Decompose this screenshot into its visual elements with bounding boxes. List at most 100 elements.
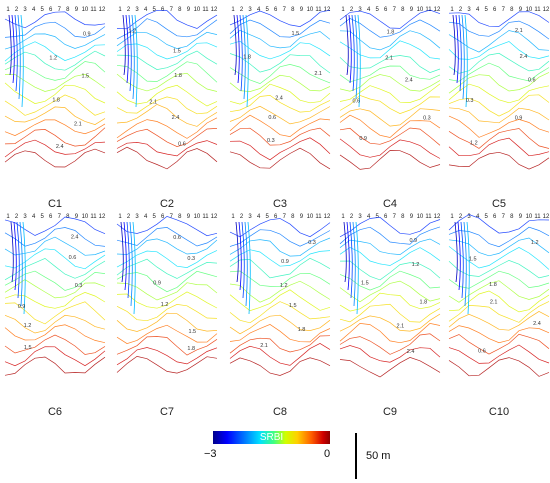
contour-line <box>466 221 470 315</box>
contour-line <box>339 323 441 344</box>
contour-value-label: 0.6 <box>478 349 486 355</box>
contour-value-label: 0.9 <box>359 136 367 142</box>
profile-number: 12 <box>324 7 331 13</box>
profile-number: 1 <box>341 7 345 13</box>
profile-number: 6 <box>384 214 388 220</box>
profile-panel-c2: 1 2 3 4 5 6 7 8 9 10 11 12 1.2 1.5 1.8 2.1 2.4 0.6 <box>116 5 218 190</box>
contour-line <box>448 115 550 138</box>
contour-line <box>448 260 550 279</box>
profile-number: 4 <box>257 7 261 13</box>
contour-value-label: 0.6 <box>353 99 361 105</box>
profile-number: 4 <box>367 214 371 220</box>
contour-line <box>239 14 243 92</box>
profile-number: 4 <box>476 7 480 13</box>
contour-line <box>229 357 331 376</box>
contour-line <box>229 29 331 49</box>
profile-number: 12 <box>324 214 331 220</box>
profile-number: 4 <box>32 214 36 220</box>
contour-line <box>116 238 218 255</box>
contour-value-label: 0.9 <box>153 281 161 287</box>
contour-line <box>4 279 106 299</box>
profile-number: 9 <box>75 7 79 13</box>
contour-value-label: 1.5 <box>289 303 297 309</box>
profile-number: 11 <box>425 214 432 220</box>
contour-line <box>116 291 218 309</box>
profile-panel-c1: 1 2 3 4 5 6 7 8 9 10 11 12 0.9 1.2 1.5 1.8 2.1 2.4 <box>4 5 106 190</box>
profile-number: 10 <box>194 7 201 13</box>
contour-line <box>22 221 26 315</box>
contour-line <box>448 226 550 248</box>
profile-number: 9 <box>300 7 304 13</box>
contour-value-label: 2.1 <box>515 28 523 34</box>
panel-label: C5 <box>491 198 507 210</box>
profile-number: 11 <box>534 214 541 220</box>
contour-line <box>229 147 331 170</box>
contour-value-label: 2.4 <box>407 349 415 355</box>
contour-line <box>339 270 441 291</box>
profile-number: 2 <box>240 214 244 220</box>
contour-value-label: 1.5 <box>81 73 89 79</box>
contour-value-label: 1.2 <box>161 302 169 308</box>
profile-number: 9 <box>187 214 191 220</box>
contour-line <box>4 270 106 291</box>
contour-value-label: 1.2 <box>24 323 32 329</box>
profile-number: 10 <box>526 214 533 220</box>
contour-plot: 1 2 3 4 5 6 7 8 9 10 11 120.91.21.51.82.12.4 <box>339 214 441 392</box>
profile-number: 10 <box>417 214 424 220</box>
contour-line <box>229 218 331 238</box>
contour-line <box>448 30 550 53</box>
contour-line <box>116 96 218 115</box>
profile-number: 2 <box>459 7 463 13</box>
contour-line <box>229 53 331 74</box>
profile-number: 5 <box>376 7 380 13</box>
profile-number: 4 <box>367 7 371 13</box>
contour-value-label: 1.8 <box>243 54 251 60</box>
profile-number: 5 <box>485 214 489 220</box>
contour-line <box>4 106 106 125</box>
contour-line <box>339 65 441 83</box>
contour-value-label: 0.9 <box>515 116 523 122</box>
contour-line <box>339 94 441 114</box>
contour-line <box>229 105 331 125</box>
contour-value-label: 0.9 <box>409 238 417 244</box>
profile-number: 12 <box>543 214 550 220</box>
contour-line <box>339 303 441 323</box>
contour-value-label: 1.8 <box>489 282 497 288</box>
profile-number: 2 <box>15 214 19 220</box>
contour-value-label: 1.2 <box>128 28 136 34</box>
contour-line <box>116 84 218 107</box>
contour-line <box>236 14 240 84</box>
profile-number: 6 <box>274 214 278 220</box>
contour-value-label: 1.5 <box>291 31 299 37</box>
contour-line <box>229 74 331 92</box>
contour-line <box>339 238 441 255</box>
contour-value-label: 2.4 <box>56 144 64 150</box>
contour-line <box>13 221 17 291</box>
contour-line <box>229 249 331 267</box>
contour-value-label: 0.6 <box>173 235 181 241</box>
contour-line <box>458 14 462 92</box>
contour-line <box>235 221 239 283</box>
contour-line <box>339 108 441 127</box>
contour-value-label: 0.9 <box>18 304 26 310</box>
contour-line <box>354 14 358 100</box>
contour-line <box>4 139 106 158</box>
contour-plot: 1 2 3 4 5 6 7 8 9 10 11 120.30.91.21.51.82.1 <box>229 214 331 392</box>
profile-number: 6 <box>161 214 165 220</box>
contour-value-label: 0.9 <box>83 31 91 37</box>
profile-number: 7 <box>283 214 287 220</box>
profile-number: 1 <box>118 7 122 13</box>
contour-line <box>339 246 441 266</box>
panel-label: C2 <box>159 198 175 210</box>
contour-line <box>116 282 218 301</box>
contour-line <box>10 221 14 283</box>
contour-value-label: 1.2 <box>470 141 478 147</box>
contour-value-label: 0.3 <box>187 256 195 262</box>
profile-number: 7 <box>283 7 287 13</box>
contour-line <box>229 83 331 105</box>
profile-number: 5 <box>485 7 489 13</box>
contour-line <box>132 221 136 315</box>
profile-number: 2 <box>127 7 131 13</box>
profile-number: 5 <box>153 7 157 13</box>
contour-line <box>355 221 359 315</box>
